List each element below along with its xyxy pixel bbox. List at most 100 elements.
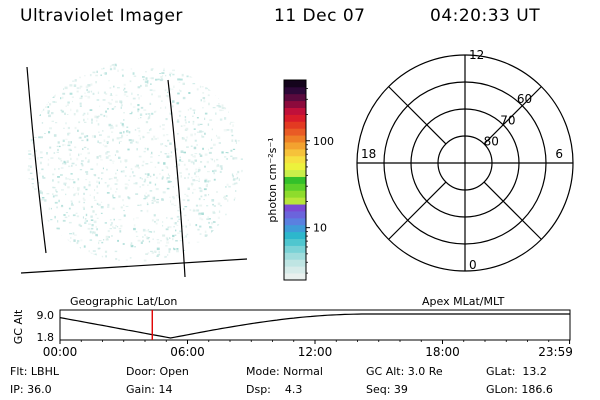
speckle	[48, 114, 51, 118]
speckle	[187, 199, 190, 202]
speckle	[120, 102, 123, 104]
speckle	[113, 176, 117, 179]
speckle	[147, 229, 150, 231]
speckle	[52, 231, 55, 235]
speckle	[135, 182, 138, 185]
color-bar-cell	[284, 148, 306, 157]
speckle	[106, 259, 110, 261]
speckle	[37, 182, 40, 184]
speckle	[143, 198, 146, 200]
speckle	[179, 156, 181, 159]
speckle	[73, 252, 76, 254]
speckle	[125, 161, 127, 163]
speckle	[137, 86, 141, 89]
speckle	[176, 215, 180, 218]
speckle	[94, 135, 96, 138]
speckle	[61, 96, 64, 99]
speckle	[225, 78, 229, 80]
speckle	[126, 126, 129, 128]
speckle	[121, 123, 124, 126]
speckle	[164, 255, 167, 259]
speckle	[149, 129, 151, 132]
speckle	[68, 165, 71, 168]
speckle	[134, 246, 136, 248]
speckle	[195, 171, 198, 173]
speckle	[123, 83, 126, 86]
speckle	[108, 80, 110, 82]
speckle	[219, 205, 222, 207]
speckle	[31, 253, 35, 255]
speckle	[169, 175, 171, 177]
speckle	[88, 84, 90, 87]
speckle	[118, 141, 120, 144]
speckle	[179, 78, 183, 81]
speckle	[75, 249, 78, 252]
speckle	[92, 250, 96, 252]
speckle	[39, 114, 41, 116]
speckle	[165, 145, 168, 147]
speckle	[67, 141, 70, 144]
speckle	[235, 107, 238, 110]
speckle	[160, 151, 162, 153]
speckle	[116, 188, 118, 190]
speckle	[126, 95, 129, 97]
speckle	[142, 160, 145, 163]
speckle	[177, 133, 179, 135]
speckle	[150, 83, 152, 85]
speckle	[204, 71, 206, 75]
speckle	[238, 218, 241, 221]
speckle	[46, 251, 49, 254]
speckle	[242, 247, 243, 250]
speckle	[109, 159, 112, 161]
speckle	[71, 162, 75, 165]
speckle	[208, 151, 212, 154]
speckle	[192, 83, 196, 85]
speckle	[96, 228, 98, 231]
speckle	[44, 199, 47, 202]
speckle	[67, 132, 70, 136]
speckle	[212, 210, 215, 214]
speckle	[198, 169, 201, 172]
speckle	[148, 117, 150, 120]
speckle	[207, 123, 210, 126]
speckle	[123, 119, 125, 121]
speckle	[137, 127, 140, 129]
speckle	[85, 173, 89, 175]
speckle	[227, 199, 229, 202]
speckle	[184, 129, 186, 131]
speckle	[204, 180, 207, 183]
speckle	[151, 151, 153, 154]
speckle	[198, 65, 201, 67]
speckle	[225, 213, 227, 216]
speckle	[218, 142, 221, 144]
speckle	[241, 116, 243, 119]
speckle	[219, 170, 222, 173]
speckle	[123, 112, 125, 114]
speckle	[62, 219, 66, 222]
speckle	[158, 155, 160, 157]
speckle	[230, 220, 234, 222]
speckle	[57, 62, 60, 65]
speckle	[233, 102, 235, 106]
speckle	[171, 258, 174, 260]
speckle	[210, 244, 214, 247]
speckle	[149, 190, 153, 192]
speckle	[86, 220, 88, 222]
speckle	[61, 110, 64, 113]
speckle	[54, 65, 57, 68]
instrument-title: Ultraviolet Imager	[20, 6, 183, 26]
speckle	[41, 111, 43, 113]
speckle	[47, 82, 50, 85]
speckle	[139, 186, 141, 188]
speckle	[87, 159, 90, 162]
speckle	[160, 76, 163, 78]
speckle	[216, 191, 218, 193]
speckle	[135, 217, 139, 219]
speckle	[108, 178, 111, 180]
speckle	[175, 229, 177, 232]
speckle	[190, 145, 193, 147]
speckle	[122, 243, 125, 245]
speckle	[165, 62, 168, 64]
speckle	[41, 122, 44, 124]
speckle	[145, 113, 147, 115]
